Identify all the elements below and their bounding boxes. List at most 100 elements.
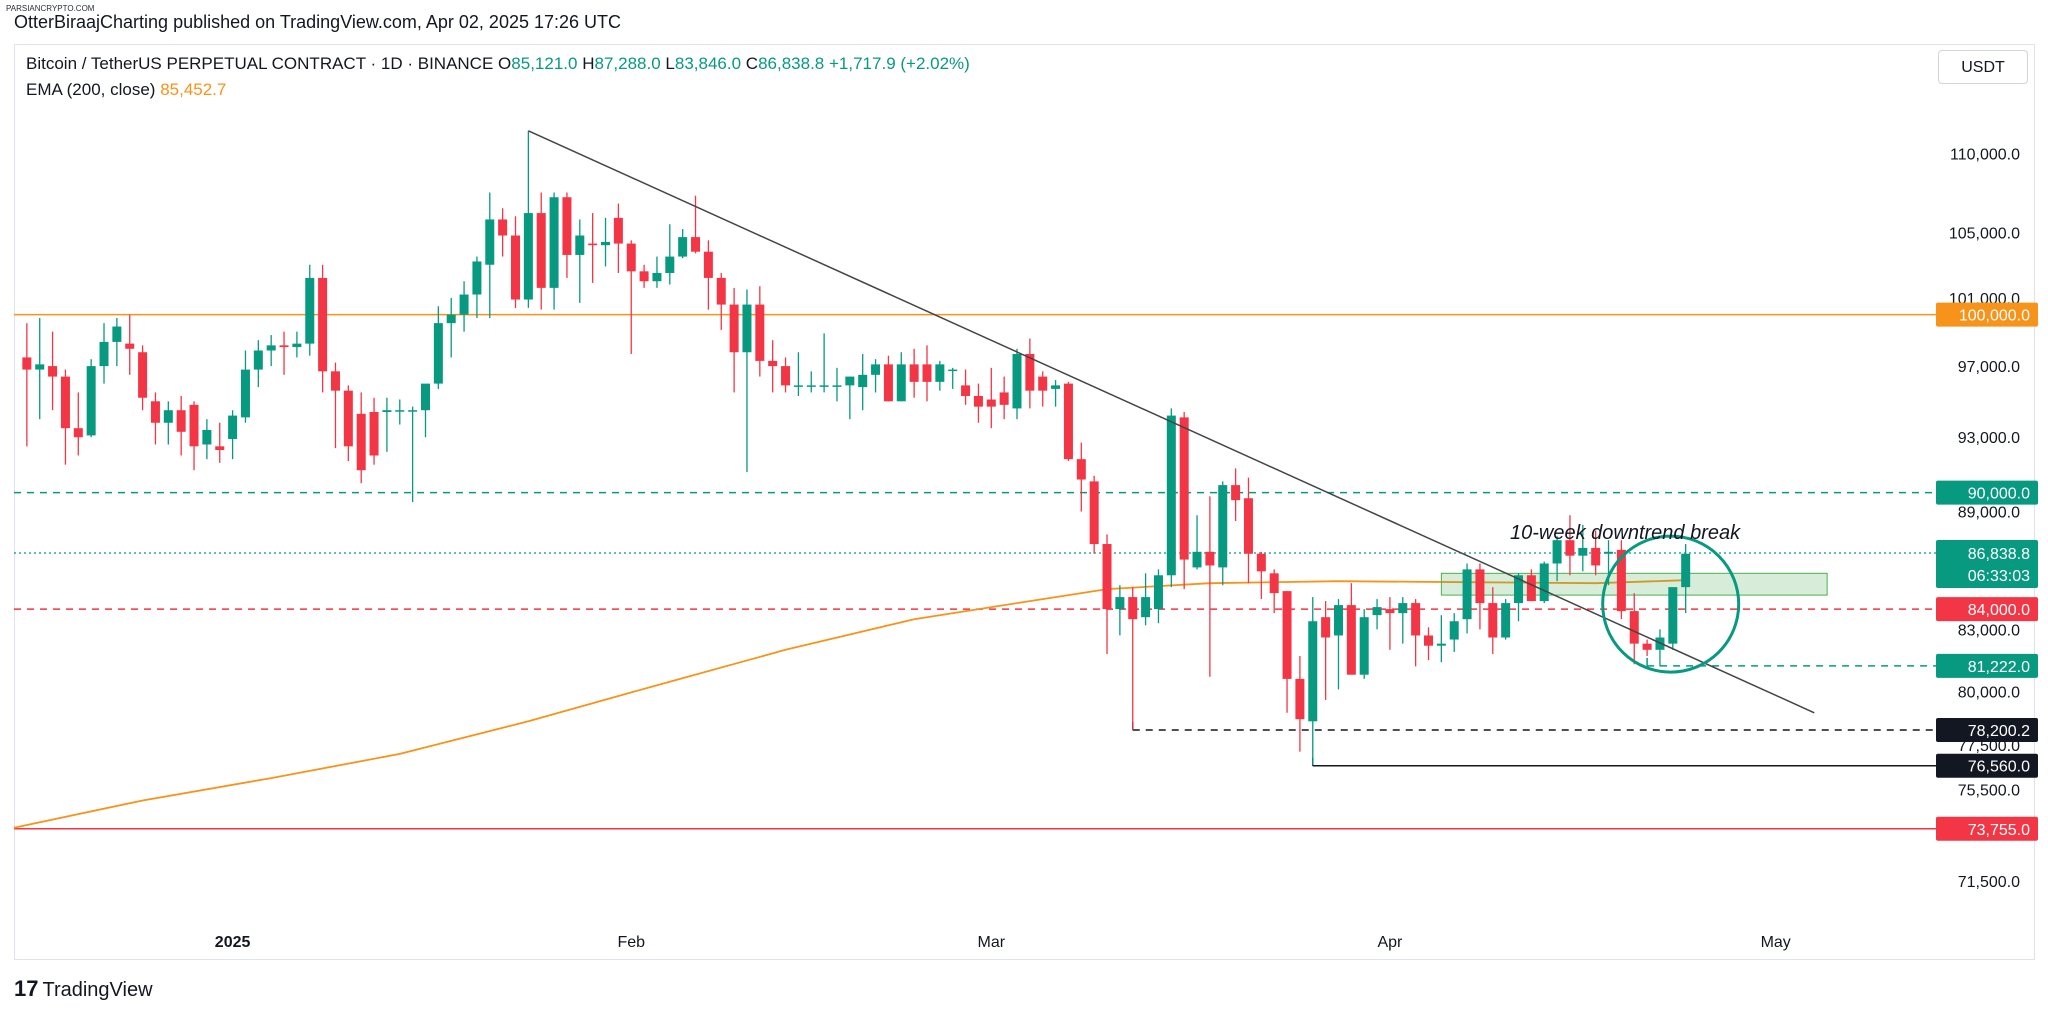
candle-body [922, 364, 932, 382]
candle [1192, 515, 1202, 570]
candle [472, 256, 482, 319]
candle-body [639, 271, 649, 282]
level-price-badge: 90,000.0 [1968, 486, 2030, 503]
candle [652, 256, 662, 288]
candle-body [768, 360, 778, 367]
candle [961, 369, 971, 405]
candle [292, 331, 302, 358]
candle-body [176, 410, 186, 432]
candle [742, 289, 752, 473]
candle-body [420, 383, 430, 411]
candle-body [112, 326, 122, 342]
candle [1205, 496, 1215, 677]
tradingview-brand[interactable]: 17 TradingView [14, 976, 153, 1002]
level-price-badge: 76,560.0 [1968, 759, 2030, 776]
level-price-badge-bg [1936, 597, 2038, 622]
candle-body [240, 369, 250, 418]
candle-body [150, 401, 160, 423]
candle [1462, 563, 1472, 634]
ema-legend: EMA (200, close) 85,452.7 [26, 80, 226, 100]
candle [781, 357, 791, 393]
candle-body [973, 395, 983, 407]
candle-body [665, 256, 675, 273]
candle-body [1514, 575, 1524, 604]
candle-body [1552, 540, 1562, 564]
candle-body [1102, 544, 1112, 610]
candle [22, 323, 32, 447]
candle-body [1051, 385, 1061, 389]
candle [86, 359, 96, 438]
candle [922, 345, 932, 402]
candle-body [1295, 678, 1305, 720]
candle [498, 208, 508, 257]
candle-body [1192, 551, 1202, 568]
candle [1372, 599, 1382, 630]
candle [176, 395, 186, 456]
candle-body [498, 219, 508, 236]
symbol-name[interactable]: Bitcoin / TetherUS PERPETUAL CONTRACT · … [26, 54, 494, 73]
close-value: 86,838.8 [758, 54, 825, 73]
candle [266, 335, 276, 367]
x-tick-label: Feb [617, 934, 645, 951]
x-tick-label: 2025 [215, 934, 251, 951]
candle [1436, 615, 1446, 663]
candle-body [253, 350, 263, 370]
candle-body [1256, 553, 1266, 572]
candle [1539, 561, 1549, 604]
candle-body [382, 410, 392, 412]
candle-body [22, 357, 32, 370]
candle [420, 383, 430, 438]
annotation-text: 10-week downtrend break [1510, 522, 1741, 544]
candle [1282, 591, 1292, 713]
candle [446, 297, 456, 358]
candle [691, 195, 701, 254]
candle [858, 353, 868, 411]
candle-body [1565, 540, 1575, 556]
close-label: C [745, 54, 759, 73]
candle [729, 287, 739, 393]
candle-body [1629, 611, 1639, 644]
level-price-badge-bg [1936, 717, 2038, 742]
candle [793, 352, 803, 396]
candle [240, 350, 250, 423]
candle [601, 217, 611, 267]
candle-body [1488, 603, 1498, 638]
currency-button[interactable]: USDT [1938, 50, 2028, 84]
candle [1552, 536, 1562, 582]
candle-body [446, 314, 456, 324]
candle-body [755, 304, 765, 361]
candle-body [742, 304, 752, 353]
candle-body [1308, 621, 1318, 722]
candle-body [1449, 621, 1459, 640]
candle [1616, 540, 1626, 620]
candle [73, 392, 83, 456]
level-price-badge-bg [1936, 753, 2038, 778]
breakout-zone [1440, 572, 1828, 596]
candle [215, 422, 225, 463]
downtrend-line [528, 130, 1815, 714]
low-value: 83,846.0 [674, 54, 742, 73]
candle-body [369, 411, 379, 456]
candle [703, 240, 713, 310]
x-tick-label: May [1761, 934, 1791, 951]
candle [1423, 627, 1433, 661]
candle [1629, 593, 1639, 665]
candle [768, 340, 778, 393]
candle-body [793, 385, 803, 387]
ema-label[interactable]: EMA (200, close) [26, 80, 156, 99]
candle [228, 410, 238, 460]
candle [1051, 380, 1061, 407]
candle [253, 340, 263, 388]
candle [883, 355, 893, 402]
y-tick-label: 110,000.0 [1950, 147, 2020, 164]
candle-body [1539, 563, 1549, 602]
level-price-badge-bg [1936, 480, 2038, 505]
high-label: H [582, 54, 595, 73]
candle-body [678, 237, 688, 257]
candle-body [1012, 353, 1022, 409]
symbol-legend: Bitcoin / TetherUS PERPETUAL CONTRACT · … [26, 54, 970, 74]
candle-body [73, 428, 83, 438]
candle-body [562, 197, 572, 255]
candle [973, 383, 983, 423]
